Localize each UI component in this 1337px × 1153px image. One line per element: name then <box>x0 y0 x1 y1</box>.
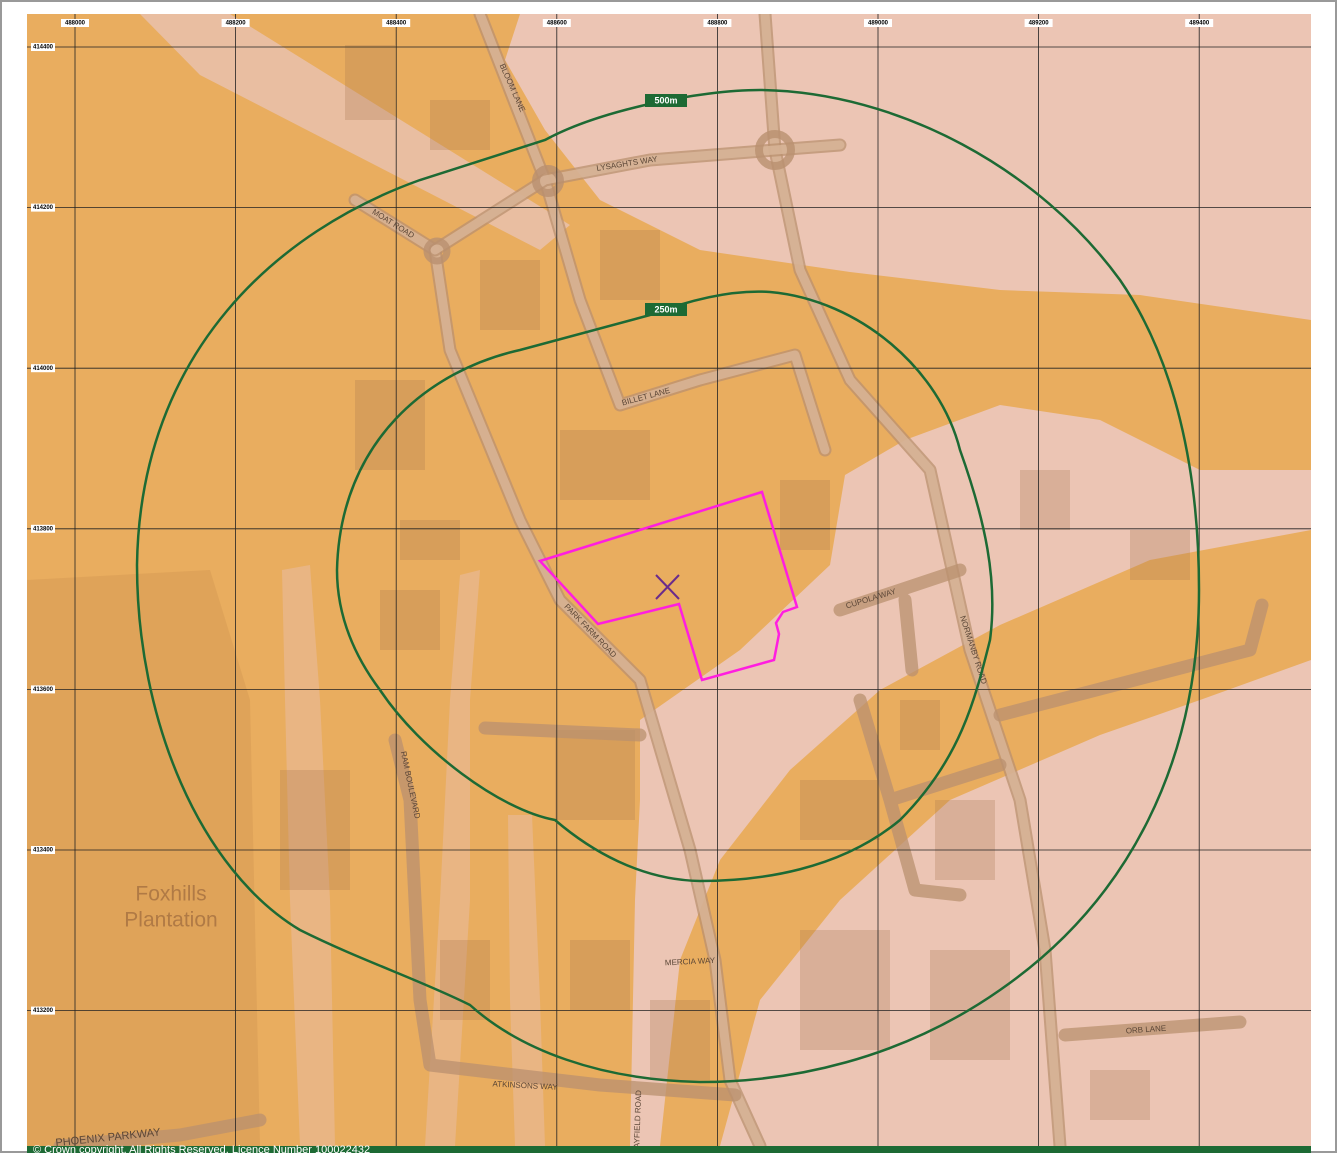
easting-label: 489000 <box>868 21 889 27</box>
buffer-label-box <box>645 94 687 107</box>
site-centre <box>655 574 680 600</box>
copyright: © Crown copyright. All Rights Reserved. … <box>33 1144 370 1153</box>
roads <box>53 14 1269 1146</box>
tick-box <box>61 19 89 27</box>
place-label: Plantation <box>124 909 217 932</box>
buffer-500m <box>135 88 1201 1084</box>
easting-label: 488200 <box>226 21 247 27</box>
northing-label: 413800 <box>33 526 54 532</box>
northing-label: 413200 <box>33 1008 54 1014</box>
tick-box <box>382 19 411 27</box>
northing-label: 414200 <box>33 205 54 211</box>
easting-label: 489400 <box>1189 21 1210 27</box>
northing-label: 414000 <box>33 366 54 372</box>
easting-label: 488400 <box>386 21 407 27</box>
geology-strip <box>508 815 545 1146</box>
northing-label: 413400 <box>33 848 54 854</box>
tick-box <box>31 524 55 533</box>
easting-label: 488000 <box>65 21 86 27</box>
copyright-bar <box>27 1146 1311 1153</box>
road-label: MERCIA WAY <box>665 956 716 968</box>
geology-pink <box>140 14 570 250</box>
northing-label: 414400 <box>33 45 54 51</box>
buffer-label: 250m <box>654 304 677 314</box>
buildings <box>280 45 1190 1120</box>
easting-label: 489200 <box>1029 21 1050 27</box>
buffer-label: 500m <box>654 95 677 105</box>
tick-box <box>1185 19 1214 27</box>
geology-pink <box>630 405 1311 1146</box>
geology-strip <box>282 565 335 1146</box>
road-label: ATKINSONS WAY <box>492 1079 558 1091</box>
tick-box <box>31 364 55 373</box>
tick-box <box>31 43 55 51</box>
road-label: DAYFIELD ROAD <box>632 1090 643 1153</box>
northing-label: 413600 <box>33 687 54 693</box>
tick-box <box>31 685 55 694</box>
easting-label: 488600 <box>547 21 568 27</box>
geology-pink <box>505 14 1311 320</box>
tick-box <box>31 846 55 854</box>
tick-box <box>221 19 250 27</box>
place-label: Foxhills <box>135 883 206 906</box>
map-body: BLOOM LANE LYSAGHTS WAY MOAT ROAD BILLET… <box>27 14 1311 1153</box>
road-label: ORB LANE <box>1125 1024 1166 1036</box>
easting-label: 488800 <box>707 21 728 27</box>
tick-box <box>31 203 55 212</box>
geology-strip <box>425 570 480 1146</box>
tick-box <box>703 19 732 27</box>
buffer-label-box <box>645 303 687 316</box>
tick-box <box>542 19 571 27</box>
tick-box <box>1024 19 1053 27</box>
site-boundary <box>537 490 799 682</box>
tick-box <box>31 1006 55 1015</box>
woodland <box>27 570 260 1146</box>
tick-box <box>864 19 892 27</box>
